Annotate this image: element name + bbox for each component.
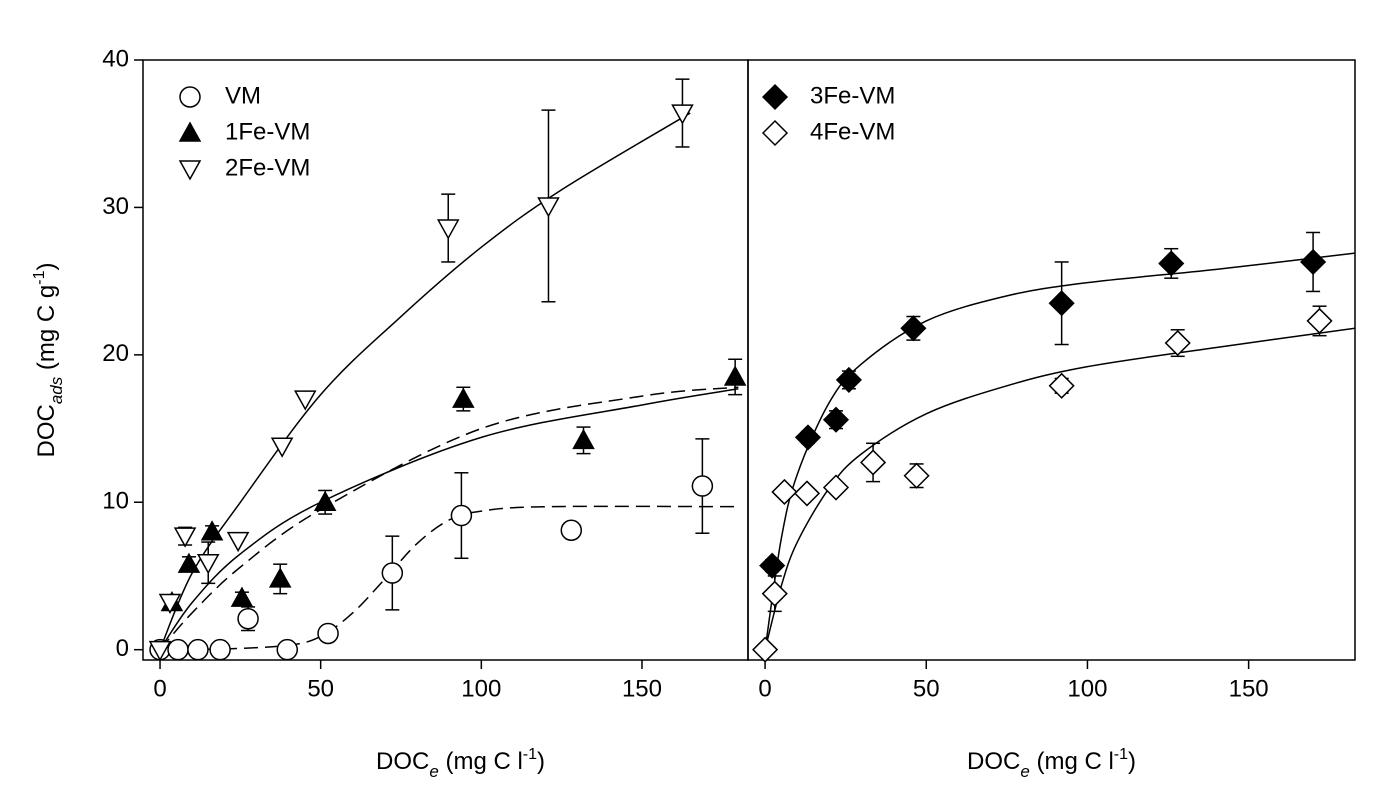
marker [450, 504, 473, 527]
marker [671, 104, 694, 125]
marker [177, 552, 201, 573]
fit-curve [159, 388, 739, 651]
y-tick-label: 40 [102, 45, 129, 72]
marker [268, 567, 292, 588]
label-part: ) [537, 748, 545, 775]
marker [771, 478, 798, 506]
legend-marker [178, 160, 202, 181]
x-tick-label: 100 [461, 675, 501, 702]
marker [572, 428, 595, 450]
marker [167, 638, 189, 661]
label-part: -1 [523, 746, 537, 763]
marker [1306, 307, 1333, 334]
marker [691, 475, 714, 497]
marker [537, 197, 560, 218]
label-part: e [1020, 762, 1029, 781]
legend-label: 3Fe-VM [810, 82, 895, 109]
label-part: DOC [376, 748, 429, 775]
fit-curve [764, 327, 1355, 650]
legend-marker [761, 119, 789, 147]
y-tick-label: 30 [102, 193, 129, 220]
legend-label: VM [225, 82, 261, 109]
legend-label: 4Fe-VM [810, 118, 895, 145]
marker [1158, 250, 1185, 277]
marker [381, 562, 404, 584]
marker [200, 520, 224, 541]
axis-label: DOCe (mg C l-1) [376, 746, 545, 781]
y-tick-label: 10 [102, 488, 129, 515]
legend-label: 1Fe-VM [225, 118, 310, 145]
marker [835, 366, 862, 393]
marker [196, 553, 220, 575]
x-tick-label: 50 [913, 675, 940, 702]
label-part: (mg C l [1030, 748, 1114, 775]
label-part: (mg C l [439, 748, 523, 775]
legend-marker [179, 86, 201, 108]
marker [860, 449, 887, 476]
x-tick-label: 150 [1229, 675, 1269, 702]
marker [903, 462, 930, 489]
marker [187, 638, 209, 661]
plot-frame [142, 59, 749, 661]
marker [1300, 248, 1327, 276]
x-tick-label: 150 [622, 675, 662, 702]
marker [452, 387, 475, 408]
fit-curve [159, 112, 691, 650]
marker [822, 474, 850, 501]
marker [270, 437, 294, 458]
marker [560, 519, 583, 542]
marker [1164, 329, 1191, 357]
fit-curve [159, 386, 739, 651]
marker [313, 490, 337, 512]
marker [436, 219, 460, 240]
marker [822, 406, 850, 433]
marker [276, 638, 299, 661]
marker [900, 315, 927, 342]
label-part: ) [33, 262, 60, 270]
label-part: -1 [1114, 746, 1128, 763]
axis-label: DOCads (mg C g-1) [31, 262, 66, 457]
y-tick-label: 0 [116, 635, 129, 662]
label-part: (mg C g [33, 285, 60, 377]
marker [158, 593, 182, 615]
marker [1048, 290, 1075, 317]
marker [226, 531, 250, 553]
label-part: -1 [31, 270, 48, 284]
marker [759, 552, 786, 579]
x-tick-label: 0 [758, 675, 771, 702]
marker [148, 640, 172, 662]
marker [173, 527, 197, 548]
label-part: ads [47, 376, 66, 404]
legend-marker [761, 83, 789, 111]
marker [209, 638, 231, 661]
marker [230, 586, 254, 607]
marker [761, 580, 788, 607]
axis-label: DOCe (mg C l-1) [967, 746, 1136, 781]
marker [793, 480, 821, 507]
marker [794, 424, 822, 451]
marker [293, 390, 317, 411]
y-tick-label: 20 [102, 340, 129, 367]
label-part: DOC [33, 404, 60, 457]
label-part: DOC [967, 748, 1020, 775]
plot-frame [747, 59, 1356, 661]
marker [752, 636, 779, 663]
legend-label: 2Fe-VM [225, 154, 310, 181]
marker [237, 607, 259, 630]
label-part: e [429, 762, 438, 781]
marker [1048, 372, 1075, 399]
marker [723, 365, 747, 386]
x-tick-label: 100 [1067, 675, 1107, 702]
label-part: ) [1128, 748, 1136, 775]
legend-marker [178, 121, 202, 142]
marker [317, 622, 339, 645]
x-tick-label: 50 [307, 675, 334, 702]
x-tick-label: 0 [153, 675, 166, 702]
